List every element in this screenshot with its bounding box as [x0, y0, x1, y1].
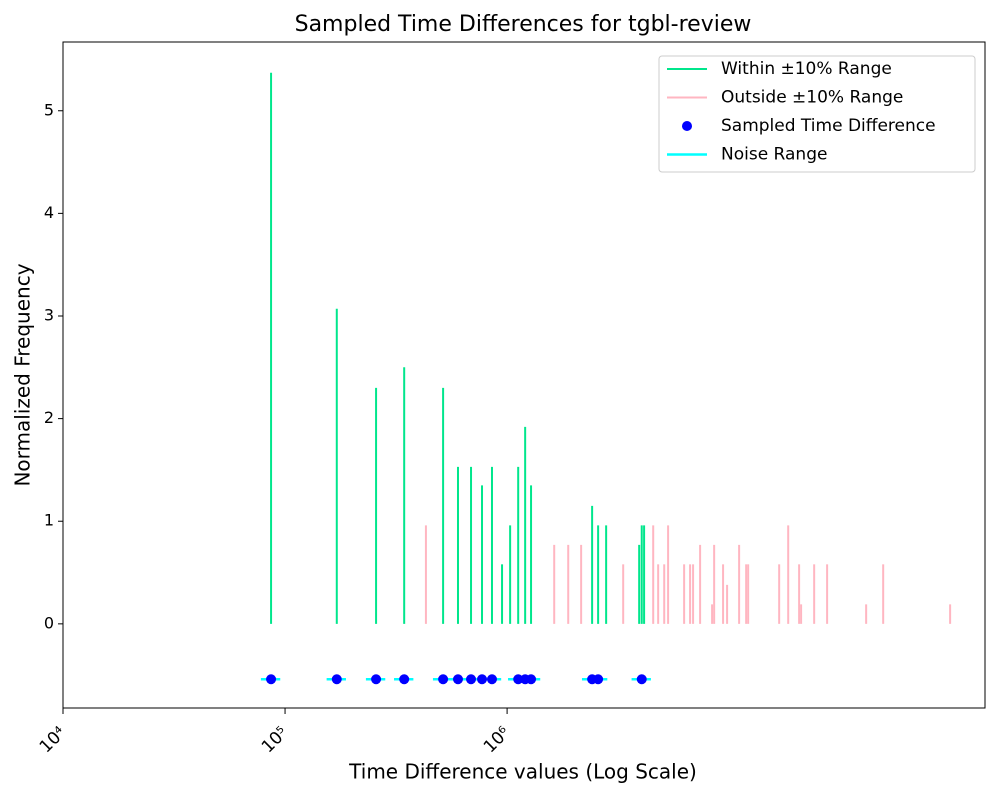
- y-tick-label: 5: [44, 100, 54, 119]
- legend-label: Outside ±10% Range: [721, 88, 903, 108]
- sample-point: [399, 674, 410, 685]
- sample-point: [266, 674, 277, 685]
- y-tick-label: 4: [44, 203, 54, 222]
- sample-point: [371, 674, 382, 685]
- sample-point: [593, 674, 604, 685]
- sample-point: [526, 674, 537, 685]
- sample-point: [466, 674, 477, 685]
- x-tick-label: 10⁶: [480, 723, 514, 757]
- legend-label: Noise Range: [721, 145, 827, 165]
- y-tick-label: 2: [44, 408, 54, 427]
- x-tick-label: 10⁵: [258, 723, 292, 757]
- plot-frame: [62, 41, 986, 709]
- sample-point: [331, 674, 342, 685]
- x-tick-label: 10⁴: [36, 723, 70, 757]
- sample-point: [452, 674, 463, 685]
- y-tick-label: 0: [44, 613, 54, 632]
- sample-point: [486, 674, 497, 685]
- x-axis-label: Time Difference values (Log Scale): [348, 760, 697, 784]
- y-tick-label: 3: [44, 305, 54, 324]
- y-axis-label: Normalized Frequency: [11, 263, 35, 486]
- legend-box: [658, 55, 976, 173]
- sample-point: [438, 674, 449, 685]
- sample-point: [477, 674, 488, 685]
- legend-label: Sampled Time Difference: [721, 116, 936, 136]
- legend-label: Within ±10% Range: [721, 59, 892, 79]
- y-tick-label: 1: [44, 511, 54, 530]
- chart-title: Sampled Time Differences for tgbl-review: [295, 12, 752, 37]
- sample-point: [636, 674, 647, 685]
- plot-area: [260, 72, 952, 685]
- sample-point: [513, 674, 524, 685]
- legend-marker: [682, 121, 692, 131]
